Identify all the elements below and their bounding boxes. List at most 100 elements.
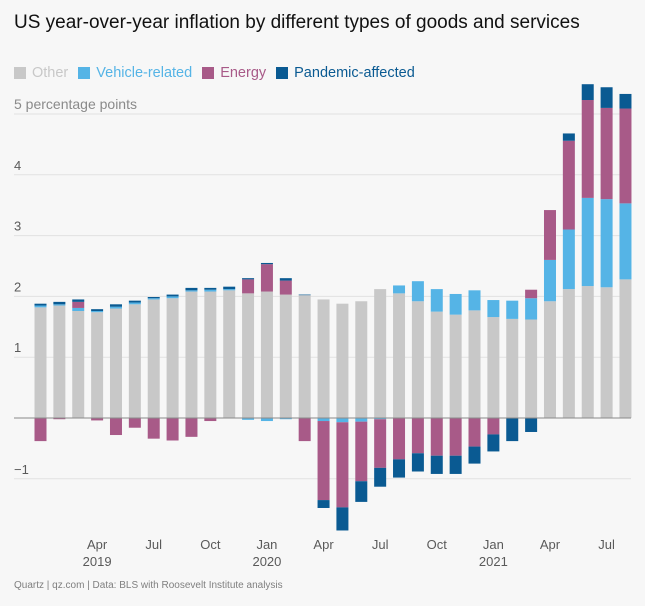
bar-pandemic-affected xyxy=(260,262,273,265)
bar-energy xyxy=(336,422,349,508)
y-tick-label: −1 xyxy=(14,462,29,477)
bar-vehicle-related xyxy=(279,418,292,420)
bar-other xyxy=(72,310,85,418)
bar-pandemic-affected xyxy=(581,84,594,101)
bar-vehicle-related xyxy=(487,300,500,318)
x-year-label: 2020 xyxy=(252,554,281,569)
bar-vehicle-related xyxy=(393,285,406,294)
bar-other xyxy=(525,319,538,418)
bar-pandemic-affected xyxy=(525,418,538,432)
bar-energy xyxy=(411,418,424,454)
bar-pandemic-affected xyxy=(506,418,519,442)
bar-other xyxy=(128,304,141,418)
bar-other xyxy=(298,295,311,418)
bar-vehicle-related xyxy=(619,203,632,280)
bar-energy xyxy=(374,419,387,468)
bar-vehicle-related xyxy=(600,199,613,288)
bar-other xyxy=(600,287,613,418)
bar-energy xyxy=(72,301,85,308)
bar-vehicle-related xyxy=(204,289,217,292)
bar-pandemic-affected xyxy=(166,294,179,297)
x-tick-label: Apr xyxy=(313,537,334,552)
bar-pandemic-affected xyxy=(393,459,406,478)
bar-pandemic-affected xyxy=(487,434,500,452)
x-tick-label: Jul xyxy=(598,537,615,552)
bar-pandemic-affected xyxy=(223,286,236,290)
y-tick-label: 3 xyxy=(14,219,21,234)
bar-vehicle-related xyxy=(166,296,179,299)
bar-energy xyxy=(91,418,104,421)
bar-energy xyxy=(34,418,47,442)
bar-pandemic-affected xyxy=(72,299,85,302)
bar-other xyxy=(562,289,575,418)
bar-energy xyxy=(525,289,538,299)
x-tick-label: Jan xyxy=(256,537,277,552)
bar-energy xyxy=(430,418,443,456)
bar-energy xyxy=(487,418,500,435)
bar-other xyxy=(242,293,255,418)
bar-other xyxy=(147,299,160,418)
bar-pandemic-affected xyxy=(242,278,255,280)
bar-energy xyxy=(317,421,330,501)
bar-other xyxy=(166,298,179,418)
bar-other xyxy=(91,312,104,418)
bar-energy xyxy=(109,418,122,436)
legend-swatch-vehicle-related xyxy=(78,67,91,79)
bar-vehicle-related xyxy=(374,418,387,420)
bar-vehicle-related xyxy=(317,418,330,422)
bar-pandemic-affected xyxy=(34,303,47,306)
bar-energy xyxy=(166,418,179,441)
bar-energy xyxy=(242,279,255,294)
bar-vehicle-related xyxy=(449,293,462,315)
bar-other xyxy=(449,314,462,418)
x-tick-label: Jul xyxy=(372,537,389,552)
bar-vehicle-related xyxy=(355,418,368,422)
bar-energy xyxy=(543,210,556,260)
legend-label-vehicle-related: Vehicle-related xyxy=(96,65,193,81)
bar-pandemic-affected xyxy=(336,507,349,531)
bar-other xyxy=(279,294,292,418)
source-footer: Quartz | qz.com | Data: BLS with Rooseve… xyxy=(14,580,283,591)
bar-pandemic-affected xyxy=(355,481,368,502)
y-tick-label: 2 xyxy=(14,279,21,294)
bar-energy xyxy=(562,140,575,230)
bar-other xyxy=(223,290,236,418)
bar-energy xyxy=(355,421,368,482)
x-tick-label: Oct xyxy=(200,537,221,552)
bar-vehicle-related xyxy=(91,310,104,313)
bar-vehicle-related xyxy=(109,306,122,309)
bar-other xyxy=(204,291,217,418)
bar-vehicle-related xyxy=(430,289,443,312)
bar-vehicle-related xyxy=(581,197,594,287)
bar-pandemic-affected xyxy=(185,287,198,291)
bar-other xyxy=(487,317,500,418)
bar-pandemic-affected xyxy=(317,500,330,508)
bar-energy xyxy=(260,264,273,292)
bar-pandemic-affected xyxy=(468,446,481,464)
x-tick-label: Jul xyxy=(145,537,162,552)
bar-energy xyxy=(53,418,66,420)
bar-vehicle-related xyxy=(506,300,519,319)
y-tick-label: 4 xyxy=(14,158,21,173)
bar-vehicle-related xyxy=(53,304,66,306)
bar-vehicle-related xyxy=(223,289,236,291)
bar-vehicle-related xyxy=(147,298,160,300)
bar-energy xyxy=(298,418,311,442)
x-tick-label: Apr xyxy=(540,537,561,552)
x-tick-label: Jan xyxy=(483,537,504,552)
bar-vehicle-related xyxy=(525,298,538,320)
y-tick-label: 1 xyxy=(14,340,21,355)
legend-swatch-pandemic-affected xyxy=(276,67,289,79)
bar-other xyxy=(260,291,273,418)
legend-label-energy: Energy xyxy=(220,65,267,81)
bar-vehicle-related xyxy=(185,290,198,292)
bar-pandemic-affected xyxy=(449,455,462,474)
legend-label-pandemic-affected: Pandemic-affected xyxy=(294,65,415,81)
legend: Other Vehicle-related Energy Pandemic-af… xyxy=(14,64,425,82)
bar-other xyxy=(411,301,424,418)
bar-pandemic-affected xyxy=(204,287,217,290)
legend-item-other: Other xyxy=(14,65,68,81)
bar-energy xyxy=(128,418,141,428)
bar-pandemic-affected xyxy=(109,304,122,307)
